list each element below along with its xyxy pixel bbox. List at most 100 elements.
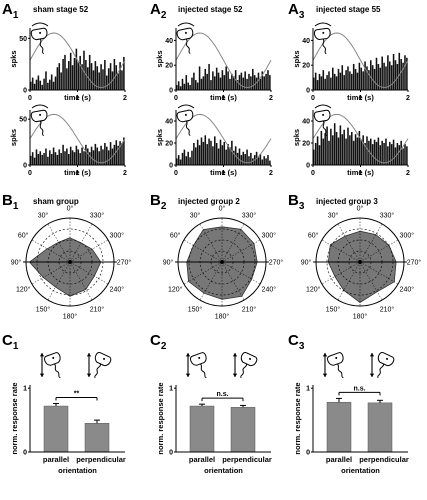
- x-tick-label: 0: [311, 95, 315, 102]
- histogram-bar: [92, 150, 95, 165]
- histogram-bar: [343, 129, 345, 165]
- histogram-bar: [183, 83, 186, 90]
- histogram-bar: [314, 72, 317, 90]
- histogram-bar: [204, 68, 207, 90]
- y-tick-label: 40: [302, 38, 310, 45]
- polar-angle-label: 270°: [117, 259, 132, 267]
- frog-orientation-icon: [327, 352, 344, 379]
- histogram-bar: [204, 135, 207, 165]
- frog-orientation-icon-eye: [103, 357, 106, 360]
- histogram-bar: [345, 138, 347, 165]
- histogram-bar: [43, 153, 45, 165]
- histogram-bar: [102, 69, 104, 90]
- y-tick-label: 0: [169, 88, 173, 95]
- histogram-bar: [62, 144, 64, 165]
- histogram-bar: [316, 80, 319, 90]
- polar-spoke: [337, 223, 361, 263]
- histogram-bar: [379, 67, 382, 90]
- response-bar: [326, 401, 352, 453]
- histogram-a1-bottom: 0 50 0 1 2 time (s) spks: [9, 104, 127, 177]
- y-tick-label: 0: [23, 163, 27, 170]
- panel-title-b2: injected group 2: [178, 197, 240, 206]
- histogram-bar: [252, 68, 254, 90]
- frog-orientation-icon-head: [44, 352, 61, 366]
- histogram-bar: [236, 152, 239, 165]
- histogram-bar: [96, 66, 99, 90]
- y-tick-label: 0: [23, 88, 27, 95]
- polar-angle-label: 240°: [400, 286, 415, 294]
- histogram-bar: [191, 77, 193, 90]
- motion-arrow-icon-head-0: [185, 373, 191, 377]
- histogram-bar: [35, 149, 38, 165]
- x-tick-label: 2: [406, 170, 410, 177]
- frog-orientation-icon-eye: [386, 357, 389, 360]
- histogram-bar: [64, 54, 66, 90]
- motion-arrow-icon-head-1: [185, 353, 191, 357]
- category-label: parallel: [189, 455, 215, 464]
- rotation-arrow-icon: [177, 22, 195, 27]
- polar-angle-label: 330°: [90, 212, 105, 220]
- panel-label-a3: A3: [288, 1, 305, 21]
- response-bar: [230, 407, 256, 453]
- histogram-bar: [68, 154, 70, 165]
- frog-orientation-icon-tail: [322, 38, 327, 55]
- histogram-bar: [35, 79, 38, 90]
- frog-orientation-icon: [176, 109, 194, 136]
- panel-label-a2: A2: [150, 1, 167, 21]
- panel-title-b1: sham group: [33, 197, 79, 206]
- histogram-bar: [196, 82, 199, 90]
- rotation-arrow-icon: [314, 104, 332, 109]
- histogram-bar: [176, 85, 178, 90]
- response-bar: [84, 423, 110, 453]
- frog-orientation-icon: [313, 27, 331, 55]
- x-tick-label: 2: [269, 95, 273, 102]
- histogram-bar: [66, 148, 68, 165]
- panel-label-c1: C1: [2, 332, 19, 352]
- polar-angle-label: 0°: [219, 205, 226, 213]
- polar-angle-label: 60°: [18, 232, 29, 240]
- histogram-bar: [60, 153, 62, 165]
- histogram-bar: [250, 152, 252, 165]
- x-tick-label: 0: [28, 170, 32, 177]
- histogram-bar: [75, 48, 78, 90]
- polar-spoke: [359, 261, 383, 301]
- histogram-bar: [221, 145, 224, 165]
- histogram-bar: [358, 62, 361, 90]
- histogram-bar: [54, 76, 57, 90]
- histogram-bar: [217, 72, 220, 90]
- histogram-bar: [43, 78, 45, 90]
- response-bar: [367, 402, 393, 453]
- histogram-bar: [79, 55, 81, 90]
- frog-orientation-icon-tail: [377, 363, 385, 379]
- frog-orientation-icon-head: [176, 109, 194, 123]
- x-tick-label: 2: [123, 170, 127, 177]
- histogram-bar: [185, 156, 188, 165]
- polar-angle-label: 180°: [353, 313, 368, 321]
- histogram-bar: [83, 50, 85, 90]
- histogram-bar: [73, 57, 76, 90]
- frog-orientation-icon-head: [377, 351, 395, 367]
- polar-angle-label: 180°: [63, 313, 78, 321]
- y-tick-label: 0: [169, 163, 173, 170]
- frog-orientation-icon-tail: [39, 120, 45, 137]
- histogram-bar: [202, 76, 205, 90]
- histogram-bar: [200, 137, 203, 165]
- x-tick-label: 0: [311, 170, 315, 177]
- rotation-arrow-icon: [314, 22, 332, 27]
- histogram-bar: [115, 65, 118, 90]
- histogram-bar: [104, 60, 106, 90]
- histogram-bar: [121, 70, 123, 90]
- histogram-bar: [392, 54, 395, 90]
- y-axis-label: spks: [292, 129, 301, 146]
- histogram-bar: [248, 73, 250, 90]
- histogram-bar: [370, 138, 372, 165]
- histogram-bar: [263, 76, 265, 90]
- x-tick-label: 2: [123, 95, 127, 102]
- panel-label-b3: B3: [288, 192, 305, 212]
- polar-angle-label: 30°: [38, 212, 49, 220]
- histogram-bar: [229, 78, 231, 90]
- polar-angle-label: 270°: [269, 259, 284, 267]
- significance-label: n.s.: [216, 391, 228, 398]
- histogram-bar: [394, 60, 397, 90]
